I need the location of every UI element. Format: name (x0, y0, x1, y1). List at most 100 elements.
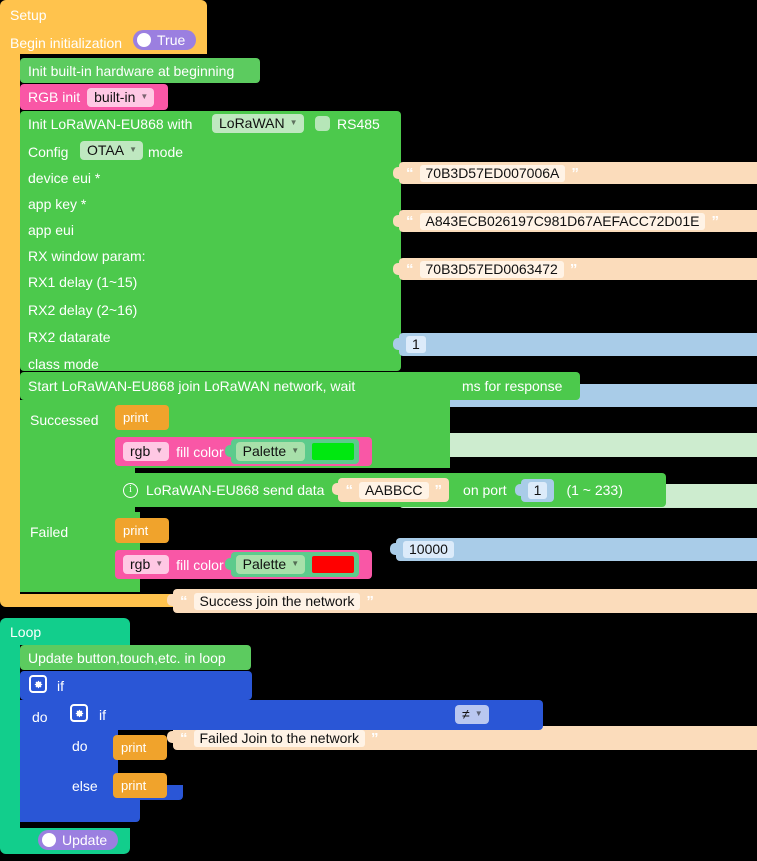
loop-update-toggle[interactable]: Update (38, 830, 119, 850)
send-data-value-block[interactable]: “ AABBCC ” (332, 478, 450, 502)
do2-print-block[interactable]: print (113, 735, 167, 760)
setup-title: Setup (10, 7, 47, 23)
comparison-operator: ≠ (462, 706, 470, 722)
init-lorawan-value: LoRaWAN (219, 115, 285, 131)
rx2-datarate-value-block[interactable]: DR0 ▼ (393, 433, 757, 457)
rgb-init-label: RGB init (28, 89, 81, 105)
chevron-down-icon: ▼ (155, 446, 164, 455)
app-eui-value-block[interactable]: “ 70B3D57ED0063472 ” (393, 258, 757, 280)
chevron-down-icon: ▼ (129, 145, 137, 154)
config-mode-dropdown[interactable]: OTAA ▼ (80, 141, 143, 160)
config-label: Config (28, 144, 69, 160)
failed-print-text[interactable]: Failed Join to the network (193, 729, 366, 747)
quote-open-icon: “ (406, 164, 414, 182)
app-eui-label: app eui (28, 222, 74, 238)
failed-palette-block[interactable]: Palette ▼ (224, 552, 360, 577)
quote-close-icon: ” (571, 164, 579, 182)
else-print-block[interactable]: print (113, 773, 167, 798)
app-key-value[interactable]: A843ECB026197C981D67AEFACC72D01E (419, 212, 706, 230)
send-data-label: LoRaWAN-EU868 send data (146, 482, 325, 498)
rgb-init-dropdown[interactable]: built-in ▼ (87, 87, 155, 107)
success-print-text[interactable]: Success join the network (193, 592, 361, 610)
failed-print-block[interactable]: print (115, 518, 169, 543)
failed-print-label: print (123, 523, 149, 538)
chevron-down-icon: ▼ (291, 446, 300, 455)
failed-rgb-dropdown[interactable]: rgb ▼ (123, 555, 170, 574)
info-icon[interactable]: i (123, 482, 138, 498)
send-data-value[interactable]: AABBCC (358, 481, 429, 499)
loop-title: Loop (10, 624, 42, 640)
failed-rgb-fill-label: fill color (176, 556, 224, 573)
send-port-range-label: (1 ~ 233) (566, 482, 623, 498)
begin-initialization-label: Begin initialization (10, 35, 123, 51)
rx1-delay-value-block[interactable]: 1 (393, 333, 757, 356)
setup-block-footer (0, 594, 207, 607)
rx1-delay-value[interactable]: 1 (406, 336, 426, 353)
init-lorawan-label: Init LoRaWAN-EU868 with (28, 116, 193, 132)
success-rgb-block[interactable]: rgb ▼ fill color Palette ▼ (115, 437, 372, 466)
toggle-knob-icon (137, 33, 151, 47)
chevron-down-icon: ▼ (291, 559, 300, 568)
quote-close-icon: ” (366, 592, 374, 610)
do-label: do (32, 709, 48, 725)
toggle-knob-icon (42, 833, 56, 847)
quote-close-icon: ” (711, 212, 719, 230)
send-port-value[interactable]: 1 (527, 481, 548, 499)
rs485-label: RS485 (337, 116, 380, 132)
join-network-prefix: Start LoRaWAN-EU868 join LoRaWAN network… (28, 378, 356, 394)
if-mutator-gear-icon[interactable] (29, 675, 47, 693)
join-timeout-value[interactable]: 10000 (403, 541, 454, 558)
do2-print-label: print (121, 740, 147, 755)
loop-block-header[interactable] (0, 618, 130, 645)
quote-open-icon: “ (180, 592, 188, 610)
if-label: if (57, 678, 64, 694)
rgb-init-block[interactable]: RGB init built-in ▼ (20, 84, 168, 110)
success-palette-dropdown[interactable]: Palette ▼ (235, 442, 306, 461)
success-palette-label: Palette (242, 443, 287, 459)
if-btn-pressed-bottom (20, 800, 140, 822)
success-color-swatch[interactable] (312, 443, 355, 460)
failed-print-text-block[interactable]: “ Failed Join to the network ” (167, 726, 757, 750)
failed-color-swatch[interactable] (312, 556, 355, 573)
join-network-block[interactable] (20, 372, 580, 400)
join-network-suffix: ms for response (462, 378, 563, 394)
chevron-down-icon: ▼ (155, 559, 164, 568)
app-key-value-block[interactable]: “ A843ECB026197C981D67AEFACC72D01E ” (393, 210, 757, 232)
config-suffix-label: mode (148, 144, 184, 160)
quote-open-icon: “ (406, 260, 414, 278)
begin-toggle-label: True (157, 32, 186, 48)
if2-mutator-gear-icon[interactable] (70, 704, 88, 722)
success-palette-block[interactable]: Palette ▼ (224, 439, 360, 464)
rx2-datarate-label: RX2 datarate (28, 329, 111, 345)
if-btn-pressed-block[interactable] (20, 671, 252, 700)
quote-open-icon: “ (406, 212, 414, 230)
send-port-value-block[interactable]: 1 (514, 478, 555, 502)
device-eui-value[interactable]: 70B3D57ED007006A (419, 164, 566, 182)
begin-initialization-toggle[interactable]: True (133, 30, 197, 50)
device-eui-value-block[interactable]: “ 70B3D57ED007006A ” (393, 162, 757, 184)
success-rgb-dropdown[interactable]: rgb ▼ (123, 442, 170, 461)
failed-palette-dropdown[interactable]: Palette ▼ (235, 555, 306, 574)
comparison-operator-dropdown[interactable]: ≠ ▼ (455, 705, 489, 724)
quote-close-icon: ” (569, 260, 578, 278)
setup-block-spine (0, 54, 20, 594)
init-lorawan-dropdown[interactable]: LoRaWAN ▼ (212, 114, 304, 133)
init-hardware-block[interactable]: Init built-in hardware at beginning (20, 58, 260, 83)
device-eui-label: device eui * (28, 170, 101, 186)
rs485-checkbox[interactable] (315, 116, 330, 131)
app-key-label: app key * (28, 196, 87, 212)
join-timeout-value-block[interactable]: 10000 (390, 538, 757, 561)
update-devices-block[interactable]: Update button,touch,etc. in loop (20, 645, 251, 670)
update-devices-label: Update button,touch,etc. in loop (28, 649, 226, 666)
else-print-label: print (121, 778, 147, 793)
if2-label: if (99, 707, 106, 723)
success-print-text-block[interactable]: “ Success join the network ” (167, 589, 757, 613)
quote-close-icon: ” (434, 481, 443, 499)
success-print-block[interactable]: print (115, 405, 169, 430)
send-data-block[interactable]: i LoRaWAN-EU868 send data “ AABBCC ” on … (115, 473, 666, 507)
failed-rgb-block[interactable]: rgb ▼ fill color Palette ▼ (115, 550, 372, 579)
class-mode-label: class mode (28, 356, 99, 372)
chevron-down-icon: ▼ (474, 709, 483, 718)
app-eui-value[interactable]: 70B3D57ED0063472 (419, 260, 564, 278)
